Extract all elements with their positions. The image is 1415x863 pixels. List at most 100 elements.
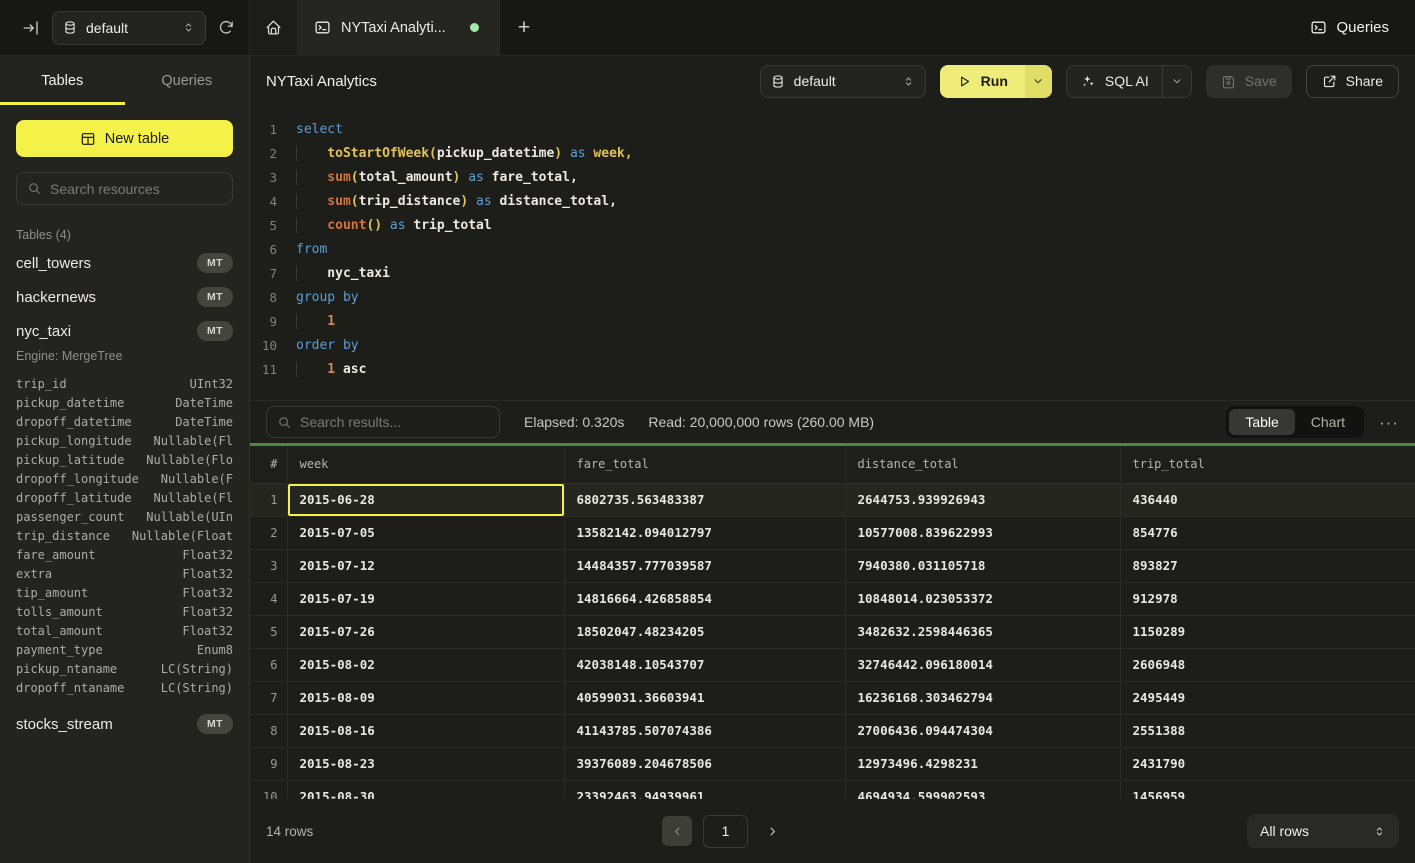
column-name: dropoff_datetime — [16, 414, 132, 429]
column-header-index[interactable]: # — [250, 446, 288, 484]
row-index[interactable]: 2 — [250, 516, 288, 550]
sidebar-table-stocks_stream[interactable]: stocks_stream MT — [0, 707, 249, 741]
sidebar-collapse-icon[interactable] — [22, 19, 40, 37]
row-index[interactable]: 7 — [250, 681, 288, 715]
cell-distance_total[interactable]: 32746442.096180014 — [845, 648, 1121, 682]
database-selector-value: default — [86, 19, 129, 36]
current-page-indicator[interactable]: 1 — [703, 814, 749, 848]
cell-distance_total[interactable]: 2644753.939926943 — [845, 483, 1121, 517]
more-options-icon[interactable]: ··· — [1379, 412, 1399, 432]
view-controls: Table Chart ··· — [1226, 406, 1399, 438]
column-header-distance_total[interactable]: distance_total — [845, 446, 1121, 484]
cell-fare_total[interactable]: 14484357.777039587 — [564, 549, 846, 583]
cell-trip_total[interactable]: 912978 — [1120, 582, 1415, 616]
column-name: tolls_amount — [16, 604, 103, 619]
row-index[interactable]: 5 — [250, 615, 288, 649]
queries-menu-button[interactable]: Queries — [1310, 0, 1415, 55]
cell-distance_total[interactable]: 7940380.031105718 — [845, 549, 1121, 583]
cell-fare_total[interactable]: 23392463.94939961 — [564, 780, 846, 799]
cell-week[interactable]: 2015-07-12 — [287, 549, 565, 583]
cell-fare_total[interactable]: 39376089.204678506 — [564, 747, 846, 781]
row-index[interactable]: 4 — [250, 582, 288, 616]
row-index[interactable]: 9 — [250, 747, 288, 781]
cell-fare_total[interactable]: 42038148.10543707 — [564, 648, 846, 682]
sidebar-table-nyc_taxi[interactable]: nyc_taxi MT — [0, 314, 249, 348]
column-header-trip_total[interactable]: trip_total — [1120, 446, 1415, 484]
cell-week[interactable]: 2015-07-26 — [287, 615, 565, 649]
column-name: dropoff_ntaname — [16, 680, 125, 695]
tab-nytaxi-analytics[interactable]: NYTaxi Analyti... — [298, 0, 500, 55]
cell-trip_total[interactable]: 2495449 — [1120, 681, 1415, 715]
new-tab-button[interactable]: + — [517, 15, 531, 39]
database-selector[interactable]: default — [52, 10, 206, 45]
sql-ai-button[interactable]: SQL AI — [1065, 64, 1192, 98]
cell-distance_total[interactable]: 3482632.2598446365 — [845, 615, 1121, 649]
cell-fare_total[interactable]: 41143785.507074386 — [564, 714, 846, 748]
cell-trip_total[interactable]: 1456959 — [1120, 780, 1415, 799]
cell-fare_total[interactable]: 13582142.094012797 — [564, 516, 846, 550]
sidebar-table-hackernews[interactable]: hackernews MT — [0, 280, 249, 314]
cell-trip_total[interactable]: 854776 — [1120, 516, 1415, 550]
sql-ai-main[interactable]: SQL AI — [1067, 66, 1162, 97]
cell-fare_total[interactable]: 6802735.563483387 — [564, 483, 846, 517]
search-icon — [277, 415, 292, 430]
cell-fare_total[interactable]: 14816664.426858854 — [564, 582, 846, 616]
query-database-selector[interactable]: default — [759, 64, 926, 98]
run-options-chevron[interactable] — [1024, 64, 1052, 98]
save-button[interactable]: Save — [1205, 64, 1292, 98]
cell-distance_total[interactable]: 16236168.303462794 — [845, 681, 1121, 715]
sql-ai-chevron[interactable] — [1161, 65, 1191, 97]
search-results-input[interactable] — [300, 414, 489, 430]
cell-trip_total[interactable]: 1150289 — [1120, 615, 1415, 649]
cell-week[interactable]: 2015-07-05 — [287, 516, 565, 550]
cell-distance_total[interactable]: 10577008.839622993 — [845, 516, 1121, 550]
cell-week[interactable]: 2015-08-30 — [287, 780, 565, 799]
search-resources-input[interactable] — [50, 180, 222, 197]
row-index[interactable]: 3 — [250, 549, 288, 583]
cell-trip_total[interactable]: 436440 — [1120, 483, 1415, 517]
cell-week[interactable]: 2015-08-23 — [287, 747, 565, 781]
sql-editor[interactable]: 1 select 2 toStartOfWeek(pickup_datetime) a… — [250, 106, 1415, 400]
cell-trip_total[interactable]: 2606948 — [1120, 648, 1415, 682]
cell-distance_total[interactable]: 27006436.094474304 — [845, 714, 1121, 748]
run-button-main[interactable]: Run — [940, 65, 1025, 98]
share-button[interactable]: Share — [1305, 64, 1399, 98]
row-index[interactable]: 6 — [250, 648, 288, 682]
cell-week[interactable]: 2015-08-02 — [287, 648, 565, 682]
row-index[interactable]: 8 — [250, 714, 288, 748]
cell-distance_total[interactable]: 10848014.023053372 — [845, 582, 1121, 616]
cell-week[interactable]: 2015-08-16 — [287, 714, 565, 748]
refresh-icon[interactable] — [218, 19, 235, 36]
cell-trip_total[interactable]: 2431790 — [1120, 747, 1415, 781]
cell-fare_total[interactable]: 18502047.48234205 — [564, 615, 846, 649]
cell-distance_total[interactable]: 12973496.4298231 — [845, 747, 1121, 781]
cell-distance_total[interactable]: 4694934.599902593 — [845, 780, 1121, 799]
cell-fare_total[interactable]: 40599031.36603941 — [564, 681, 846, 715]
table-column-row: dropoff_ntaname LC(String) — [0, 678, 249, 697]
sidebar-table-cell_towers[interactable]: cell_towers MT — [0, 246, 249, 280]
page-size-select[interactable]: All rows — [1247, 814, 1399, 848]
tab-home[interactable] — [250, 0, 298, 55]
cell-week[interactable]: 2015-07-19 — [287, 582, 565, 616]
new-table-button[interactable]: New table — [16, 120, 233, 157]
cell-week[interactable]: 2015-06-28 — [287, 483, 565, 517]
view-toggle-chart[interactable]: Chart — [1310, 414, 1346, 430]
line-number: 8 — [269, 289, 277, 305]
cell-week[interactable]: 2015-08-09 — [287, 681, 565, 715]
line-number: 2 — [269, 145, 277, 161]
line-number: 5 — [269, 217, 277, 233]
row-index[interactable]: 1 — [250, 483, 288, 517]
play-icon — [957, 74, 972, 89]
run-button[interactable]: Run — [939, 64, 1052, 98]
indent-guide — [296, 217, 327, 233]
next-page-button[interactable] — [759, 816, 785, 846]
column-header-fare_total[interactable]: fare_total — [564, 446, 846, 484]
sidebar-tab-queries[interactable]: Queries — [161, 72, 213, 89]
cell-trip_total[interactable]: 893827 — [1120, 549, 1415, 583]
cell-trip_total[interactable]: 2551388 — [1120, 714, 1415, 748]
sidebar-tab-tables[interactable]: Tables — [0, 56, 125, 105]
prev-page-button[interactable] — [662, 816, 693, 846]
row-index[interactable]: 10 — [250, 780, 288, 799]
view-toggle-table[interactable]: Table — [1229, 409, 1295, 435]
column-header-week[interactable]: week — [287, 446, 565, 484]
